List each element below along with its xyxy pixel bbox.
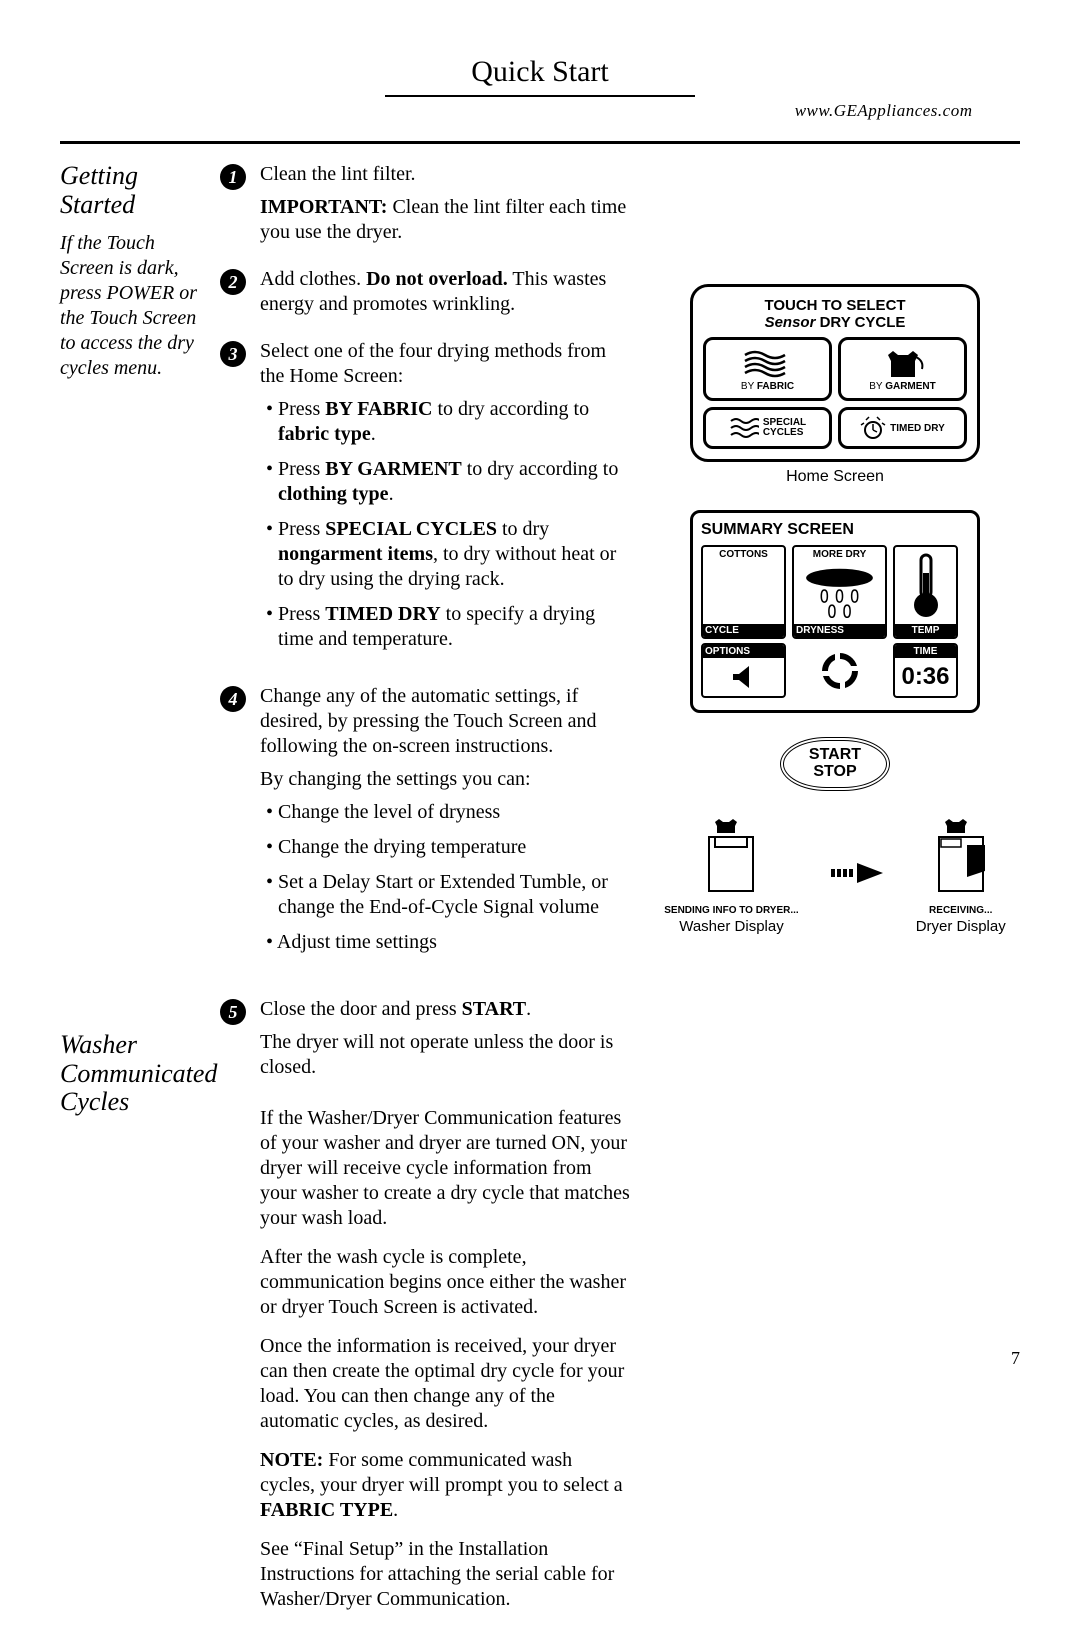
page-number: 7 (1011, 1348, 1020, 1369)
step-number-icon: 5 (220, 999, 246, 1025)
page-header: Quick Start www.GEAppliances.com (60, 55, 1020, 144)
time-box[interactable]: TIME 0:36 (893, 643, 958, 698)
step-4: 4 Change any of the automatic settings, … (220, 684, 630, 965)
summary-screen-panel: SUMMARY SCREEN COTTONS CYCLE MORE DRY DR… (690, 510, 980, 713)
cycle-box[interactable]: COTTONS CYCLE (701, 545, 786, 639)
header-divider (60, 141, 1020, 144)
dryer-status: RECEIVING... (916, 905, 1006, 916)
step-5: 5 Close the door and press START. The dr… (220, 997, 630, 1088)
time-value: 0:36 (895, 658, 956, 696)
section-washer-comm-title: Washer Communicated Cycles (60, 1031, 210, 1117)
panel-sensor-label: Sensor DRY CYCLE (703, 314, 967, 331)
step3-intro: Select one of the four drying methods fr… (260, 339, 630, 389)
timed-dry-button[interactable]: TIMED DRY (838, 407, 967, 449)
dryer-icon (931, 815, 991, 895)
dryer-display-label: Dryer Display (916, 918, 1006, 935)
step5-line2: The dryer will not operate unless the do… (260, 1030, 630, 1080)
step4-bullet-3: Set a Delay Start or Extended Tumble, or… (260, 870, 630, 920)
step2-text: Add clothes. Do not overload. This waste… (260, 267, 630, 317)
step-number-icon: 3 (220, 341, 246, 367)
step5-line1: Close the door and press START. (260, 997, 630, 1022)
section-getting-started-title: Getting Started (60, 162, 210, 219)
by-garment-button[interactable]: BY GARMENT (838, 337, 967, 401)
waves-icon (729, 415, 759, 441)
home-screen-panel: TOUCH TO SELECT Sensor DRY CYCLE BY FABR… (690, 284, 980, 462)
fabric-wave-icon (743, 347, 793, 381)
washer-icon (701, 815, 761, 895)
step3-bullet-4: Press TIMED DRY to specify a drying time… (260, 602, 630, 652)
washer-p2: After the wash cycle is complete, commun… (260, 1245, 630, 1320)
step-2: 2 Add clothes. Do not overload. This was… (220, 267, 630, 325)
washer-p3: Once the information is received, your d… (260, 1334, 630, 1434)
step-number-icon: 2 (220, 269, 246, 295)
step3-bullet-3: Press SPECIAL CYCLES to dry nongarment i… (260, 517, 630, 592)
step-number-icon: 1 (220, 164, 246, 190)
start-stop-button[interactable]: START STOP (780, 737, 890, 791)
step3-bullet-1: Press BY FABRIC to dry according to fabr… (260, 397, 630, 447)
home-screen-caption: Home Screen (650, 468, 1020, 486)
website-url: www.GEAppliances.com (108, 101, 973, 121)
communication-diagram: SENDING INFO TO DRYER... Washer Display … (650, 815, 1020, 935)
washer-display-label: Washer Display (664, 918, 798, 935)
cycle-arrows-icon (817, 648, 863, 694)
step-1: 1 Clean the lint filter. IMPORTANT: Clea… (220, 162, 630, 253)
washer-p1: If the Washer/Dryer Communication featur… (260, 1106, 630, 1231)
by-fabric-button[interactable]: BY FABRIC (703, 337, 832, 401)
summary-header: SUMMARY SCREEN (701, 521, 969, 539)
washer-p4: NOTE: For some communicated wash cycles,… (260, 1448, 630, 1523)
refresh-icon-box (792, 643, 887, 698)
step-3: 3 Select one of the four drying methods … (220, 339, 630, 662)
page-title: Quick Start (60, 55, 1020, 89)
step4-intro: Change any of the automatic settings, if… (260, 684, 630, 759)
thermometer-icon (911, 553, 941, 619)
step4-subintro: By changing the settings you can: (260, 767, 630, 792)
speaker-icon (729, 664, 759, 690)
step1-line2: IMPORTANT: Clean the lint filter each ti… (260, 195, 630, 245)
step4-bullet-4: Adjust time settings (260, 930, 630, 955)
special-cycles-button[interactable]: SPECIALCYCLES (703, 407, 832, 449)
washer-status: SENDING INFO TO DRYER... (664, 905, 798, 916)
washer-p5: See “Final Setup” in the Installation In… (260, 1537, 630, 1612)
temp-box[interactable]: TEMP (893, 545, 958, 639)
options-box[interactable]: OPTIONS (701, 643, 786, 698)
step4-bullet-2: Change the drying temperature (260, 835, 630, 860)
dryness-drops-icon (794, 562, 885, 624)
step4-bullet-1: Change the level of dryness (260, 800, 630, 825)
clock-icon (860, 415, 886, 441)
shirt-icon (878, 347, 928, 381)
dryness-box[interactable]: MORE DRY DRYNESS (792, 545, 887, 639)
step1-line1: Clean the lint filter. (260, 162, 630, 187)
step-number-icon: 4 (220, 686, 246, 712)
panel-touch-label: TOUCH TO SELECT (703, 297, 967, 314)
title-underline (385, 95, 695, 97)
step3-bullet-2: Press BY GARMENT to dry according to clo… (260, 457, 630, 507)
getting-started-intro: If the Touch Screen is dark, press POWER… (60, 231, 210, 381)
arrow-icon (827, 861, 887, 885)
